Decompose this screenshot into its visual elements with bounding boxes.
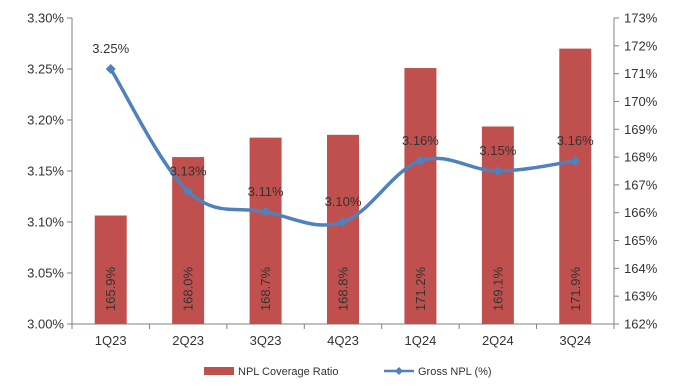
x-tick-label: 3Q23 (250, 333, 282, 348)
line-value-label: 3.16% (402, 133, 439, 148)
left-axis-ticks: 3.00% 3.05% 3.10% 3.15% 3.20% 3.25% 3.30% (27, 11, 72, 332)
left-tick-label: 3.05% (27, 266, 64, 281)
right-tick-label: 171% (624, 66, 658, 81)
legend-bar-label: NPL Coverage Ratio (238, 366, 338, 378)
legend: NPL Coverage Ratio Gross NPL (%) (204, 366, 492, 378)
bar (94, 215, 127, 324)
x-tick-label: 1Q24 (405, 333, 437, 348)
bars-group: 165.9% 168.0% 168.7% 168.8% 171.2% 169.1% 171.… (94, 48, 592, 324)
legend-line-marker (395, 367, 403, 375)
x-tick-label: 1Q23 (95, 333, 127, 348)
bar-value-label: 165.9% (103, 267, 118, 312)
x-axis-ticks: 1Q23 2Q23 3Q23 4Q23 1Q24 2Q24 3Q24 (71, 324, 615, 348)
x-tick-label: 4Q23 (327, 333, 359, 348)
x-tick-label: 2Q24 (482, 333, 514, 348)
line-point-marker (338, 217, 348, 227)
right-tick-label: 164% (624, 261, 658, 276)
line-value-label: 3.13% (170, 163, 207, 178)
bar-value-label: 171.2% (413, 267, 428, 312)
line-point-marker (570, 155, 581, 166)
bar (327, 134, 359, 324)
left-tick-label: 3.00% (27, 317, 64, 332)
bar-value-label: 168.7% (258, 267, 273, 312)
right-tick-label: 162% (624, 317, 658, 332)
right-tick-label: 172% (624, 38, 658, 53)
line-value-label: 3.15% (479, 143, 516, 158)
line-point-marker (105, 64, 116, 74)
left-tick-label: 3.20% (27, 113, 64, 128)
bar (481, 126, 514, 324)
left-tick-label: 3.30% (27, 11, 64, 26)
line-group: 3.25% 3.13% 3.11% 3.10% 3.16% 3.15% 3.16% (92, 41, 594, 227)
bar-value-label: 169.1% (490, 267, 505, 312)
right-tick-label: 168% (624, 150, 658, 165)
x-tick-label: 3Q24 (559, 333, 591, 348)
bar (404, 68, 437, 324)
left-tick-label: 3.10% (27, 215, 64, 230)
line-value-label: 3.10% (325, 194, 362, 209)
right-tick-label: 165% (624, 233, 658, 248)
line-point-marker (183, 186, 194, 197)
bar (559, 48, 592, 324)
right-tick-label: 166% (624, 205, 658, 220)
line-value-label: 3.25% (92, 41, 129, 56)
right-tick-label: 169% (624, 122, 658, 137)
left-tick-label: 3.25% (27, 62, 64, 77)
left-tick-label: 3.15% (27, 164, 64, 179)
right-tick-label: 167% (624, 177, 658, 192)
line-point-marker (415, 155, 426, 166)
bar-value-label: 171.9% (568, 267, 583, 312)
right-axis-ticks: 162% 163% 164% 165% 166% 167% 168% 169% 170% 171%… (614, 11, 658, 332)
bar-value-label: 168.0% (181, 267, 196, 312)
right-tick-label: 173% (624, 11, 658, 26)
legend-bar-swatch (204, 367, 234, 375)
bar (249, 137, 282, 324)
right-tick-label: 163% (624, 289, 658, 304)
line-value-label: 3.16% (557, 133, 594, 148)
line-value-label: 3.11% (248, 184, 284, 199)
line-point-marker (492, 166, 503, 176)
bar (172, 157, 205, 324)
bar-value-label: 168.8% (336, 267, 351, 312)
x-tick-label: 2Q23 (172, 333, 204, 348)
legend-line-label: Gross NPL (%) (418, 366, 492, 378)
line-point-marker (260, 206, 271, 217)
right-tick-label: 170% (624, 94, 658, 109)
